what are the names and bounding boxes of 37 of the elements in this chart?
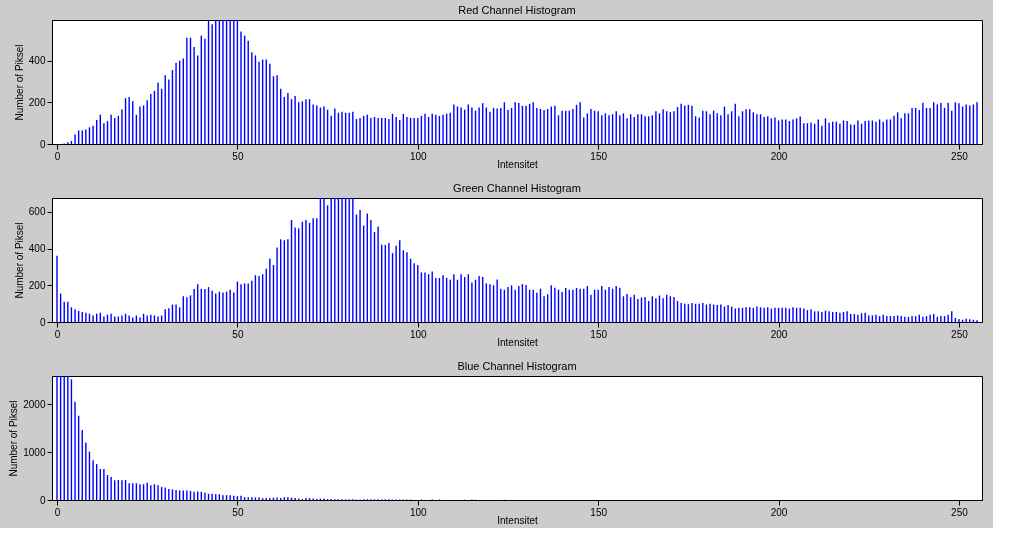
y-tick-label: 200: [28, 96, 46, 108]
x-tick-label: 50: [232, 328, 244, 340]
chart-title: Green Channel Histogram: [453, 182, 581, 194]
x-axis-title: Intensitet: [497, 514, 539, 526]
x-tick-label: 200: [770, 506, 788, 518]
x-tick-label: 150: [590, 328, 608, 340]
x-tick-label: 100: [409, 506, 428, 518]
x-tick-label: 250: [951, 506, 969, 518]
y-tick-label: 2000: [23, 398, 46, 410]
chart-title: Red Channel Histogram: [458, 4, 576, 16]
y-tick-label: 0: [39, 494, 46, 506]
x-tick-label: 150: [590, 506, 608, 518]
x-tick-label: 50: [232, 506, 244, 518]
y-tick-label: 400: [28, 243, 46, 255]
x-tick-label: 100: [409, 150, 428, 162]
x-tick-label: 250: [951, 328, 969, 340]
x-tick-label: 200: [770, 150, 788, 162]
y-axis-title: Number of Piksel: [13, 44, 25, 121]
chart-title: Blue Channel Histogram: [457, 360, 577, 372]
x-tick-label: 0: [54, 328, 61, 340]
x-axis-title: Intensitet: [497, 336, 539, 348]
x-axis-title: Intensitet: [497, 158, 539, 170]
x-tick-label: 200: [770, 328, 788, 340]
x-tick-label: 0: [54, 506, 61, 518]
y-tick-label: 1000: [23, 446, 46, 458]
x-tick-label: 50: [232, 150, 244, 162]
x-tick-label: 0: [54, 150, 61, 162]
y-axis-title: Number of Piksel: [8, 400, 20, 477]
y-tick-label: 600: [28, 206, 46, 218]
y-tick-label: 0: [39, 138, 46, 150]
y-tick-label: 200: [28, 279, 46, 291]
y-axis-title: Number of Piksel: [13, 222, 25, 299]
y-tick-label: 400: [28, 55, 46, 67]
y-tick-label: 0: [39, 316, 46, 328]
x-tick-label: 150: [590, 150, 608, 162]
x-tick-label: 100: [409, 328, 428, 340]
x-tick-label: 250: [951, 150, 969, 162]
